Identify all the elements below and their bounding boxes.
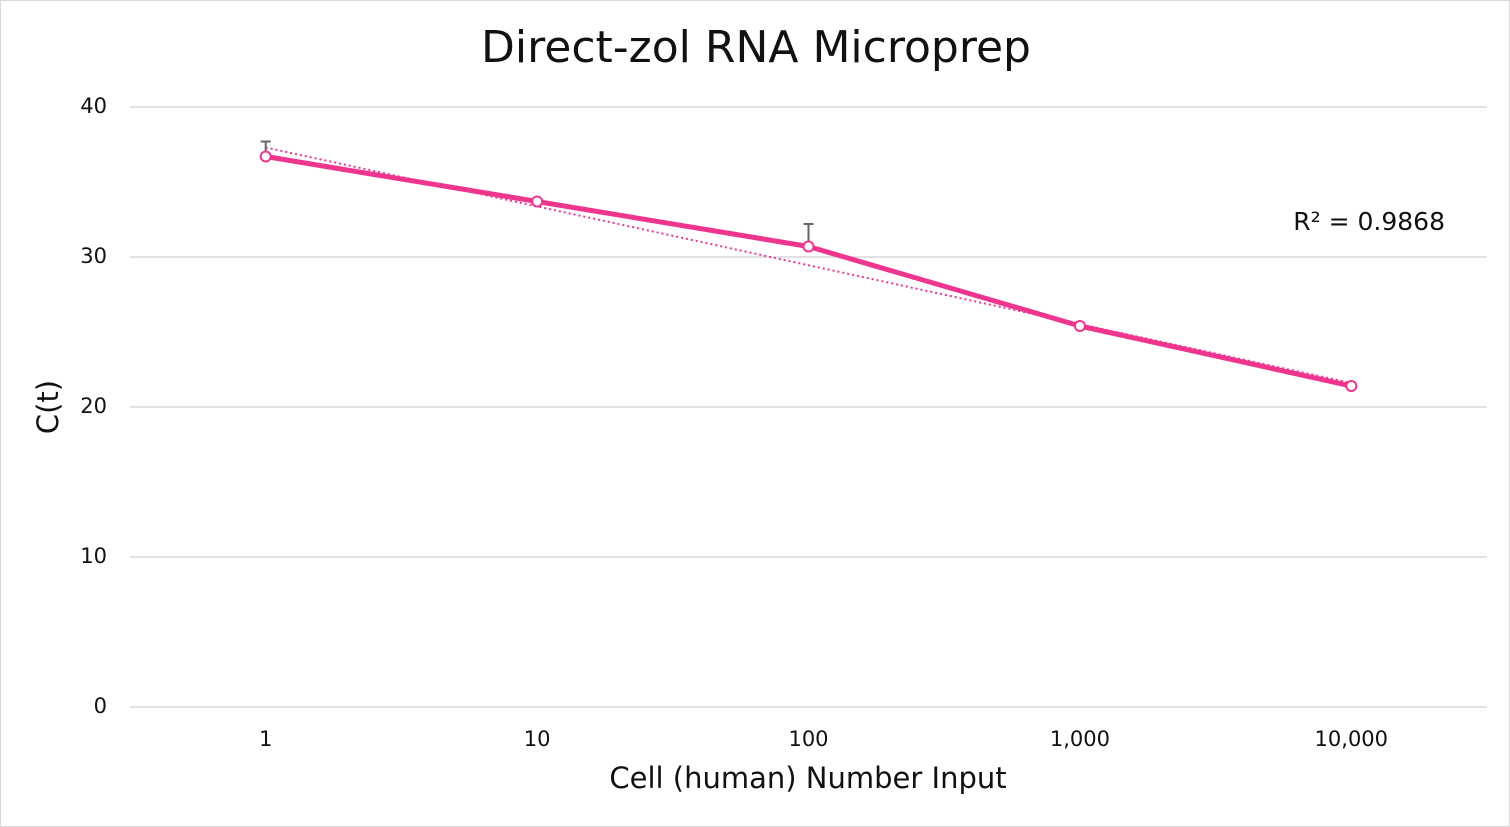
x-tick-label: 10 — [524, 727, 551, 751]
x-axis-label: Cell (human) Number Input — [609, 761, 1006, 795]
data-point — [531, 195, 544, 208]
data-point — [259, 150, 272, 163]
y-tick-label: 30 — [80, 244, 107, 268]
chart-title: Direct-zol RNA Microprep — [481, 22, 1031, 73]
x-tick-label: 1 — [259, 727, 272, 751]
r-squared: R² = 0.9868 — [1293, 207, 1445, 236]
y-axis-label: C(t) — [31, 380, 65, 434]
y-tick-label: 40 — [80, 94, 107, 118]
x-tick-label: 1,000 — [1050, 727, 1110, 751]
x-tick-label: 10,000 — [1315, 727, 1388, 751]
data-point — [802, 240, 815, 253]
y-tick-label: 20 — [80, 394, 107, 418]
y-tick-label: 0 — [94, 694, 107, 718]
data-point — [1073, 320, 1086, 332]
data-point — [1345, 380, 1358, 392]
x-tick-label: 100 — [788, 727, 828, 751]
y-tick-label: 10 — [80, 544, 107, 568]
